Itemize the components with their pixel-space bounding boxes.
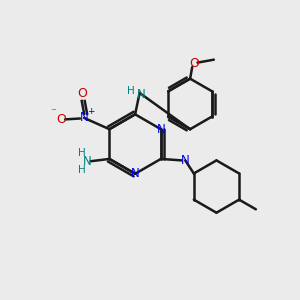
Text: N: N <box>137 88 146 101</box>
Text: O: O <box>77 87 87 100</box>
Text: +: + <box>87 107 94 116</box>
Text: ⁻: ⁻ <box>51 107 56 117</box>
Text: O: O <box>189 57 199 70</box>
Text: N: N <box>131 167 140 180</box>
Text: H: H <box>78 148 85 158</box>
Text: H: H <box>78 165 85 175</box>
Text: H: H <box>128 85 135 96</box>
Text: N: N <box>181 154 190 167</box>
Text: N: N <box>80 111 88 124</box>
Text: N: N <box>157 123 165 136</box>
Text: O: O <box>56 113 66 126</box>
Text: N: N <box>83 155 92 168</box>
